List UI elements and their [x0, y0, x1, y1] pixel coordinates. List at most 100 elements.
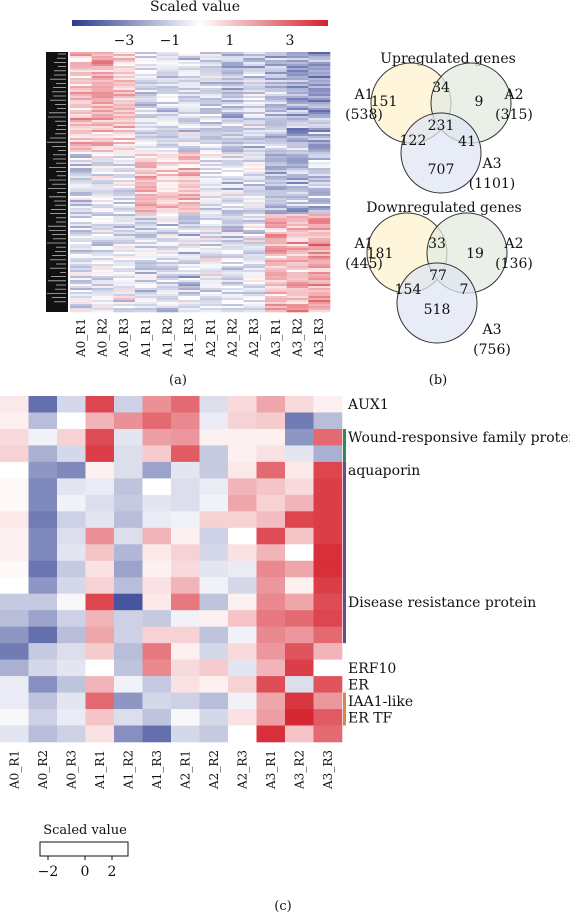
- heatmap-c-cell: [256, 412, 286, 430]
- heatmap-a-cell: [135, 192, 157, 195]
- heatmap-a-cell: [265, 130, 287, 133]
- heatmap-a-cell: [200, 256, 222, 259]
- heatmap-a-cell: [243, 242, 266, 245]
- heatmap-a-cell: [135, 66, 157, 69]
- heatmap-c-cell: [142, 445, 172, 463]
- heatmap-a-cell: [221, 120, 244, 123]
- heatmap-c-cell: [142, 626, 172, 644]
- heatmap-a-cell: [91, 178, 114, 181]
- heatmap-a-cell: [91, 134, 114, 137]
- heatmap-a-cell: [265, 258, 287, 261]
- heatmap-a-cell: [286, 62, 309, 65]
- heatmap-a-cell: [113, 56, 136, 59]
- heatmap-a-cell: [221, 142, 244, 145]
- heatmap-a-cell: [156, 64, 179, 67]
- heatmap-a-cell: [178, 250, 201, 253]
- heatmap-a-cell: [221, 156, 244, 159]
- heatmap-a-cell: [156, 250, 179, 253]
- heatmap-a-legend-bar: [72, 20, 328, 26]
- heatmap-a-cell: [135, 64, 157, 67]
- heatmap-a-cell: [265, 144, 287, 147]
- heatmap-a-cell: [135, 104, 157, 107]
- heatmap-c-cell: [0, 544, 29, 562]
- heatmap-a-cell: [308, 126, 331, 129]
- heatmap-a-cell: [221, 152, 244, 155]
- heatmap-a-cell: [200, 190, 222, 193]
- heatmap-a-cell: [91, 166, 114, 169]
- heatmap-a-cell: [113, 120, 136, 123]
- heatmap-c-legend-tick: −2: [38, 864, 59, 880]
- heatmap-c-row-label: Disease resistance protein: [348, 595, 536, 611]
- heatmap-a-cell: [308, 102, 331, 105]
- heatmap-a-cell: [221, 294, 244, 297]
- heatmap-c-cell: [0, 676, 29, 693]
- venn-region-count: 151: [371, 94, 398, 110]
- heatmap-a-cell: [221, 236, 244, 239]
- heatmap-a-cell: [156, 158, 179, 161]
- heatmap-a-cell: [286, 228, 309, 231]
- heatmap-a-cell: [286, 220, 309, 223]
- heatmap-a-cell: [265, 102, 287, 105]
- heatmap-a-cell: [91, 54, 114, 57]
- heatmap-a-cell: [113, 186, 136, 189]
- heatmap-a-cell: [221, 246, 244, 249]
- heatmap-a-cell: [200, 134, 222, 137]
- heatmap-a-cell: [286, 180, 309, 183]
- heatmap-a-cell: [70, 182, 92, 185]
- heatmap-a-cell: [221, 154, 244, 157]
- heatmap-c-cell: [171, 428, 200, 446]
- heatmap-c-cell: [171, 725, 200, 743]
- heatmap-a-cell: [265, 290, 287, 293]
- heatmap-c-cell: [0, 610, 29, 627]
- heatmap-c-cell: [285, 692, 314, 710]
- heatmap-a-cell: [178, 66, 201, 69]
- heatmap-a-cell: [70, 156, 92, 159]
- heatmap-a-cell: [265, 240, 287, 243]
- heatmap-a-cell: [265, 214, 287, 217]
- heatmap-a-cell: [135, 126, 157, 129]
- heatmap-a-cell: [200, 246, 222, 249]
- heatmap-a-cell: [178, 142, 201, 145]
- heatmap-a-cell: [221, 76, 244, 79]
- heatmap-a-cell: [308, 220, 331, 223]
- heatmap-a-cell: [221, 108, 244, 111]
- heatmap-a-cell: [286, 272, 309, 275]
- heatmap-c-cell: [57, 709, 86, 726]
- heatmap-a-cell: [200, 64, 222, 67]
- heatmap-a-cell: [91, 236, 114, 239]
- heatmap-c-cell: [57, 560, 86, 578]
- heatmap-a-cell: [70, 238, 92, 241]
- heatmap-c-cell: [199, 396, 229, 413]
- heatmap-a-cell: [91, 190, 114, 193]
- venn-set-name: A1: [353, 87, 373, 103]
- heatmap-a-cell: [113, 148, 136, 151]
- heatmap-a-cell: [70, 228, 92, 231]
- heatmap-a-cell: [156, 248, 179, 251]
- heatmap-a-cell: [200, 170, 222, 173]
- heatmap-a-cell: [91, 128, 114, 131]
- heatmap-c-cell: [28, 692, 58, 710]
- heatmap-a-cell: [156, 54, 179, 57]
- heatmap-c-cell: [28, 725, 58, 743]
- heatmap-c-cell: [85, 544, 115, 562]
- venn-set-name: A2: [503, 236, 523, 252]
- heatmap-c-cell: [228, 626, 257, 644]
- heatmap-a-cell: [113, 188, 136, 191]
- heatmap-a-cell: [156, 126, 179, 129]
- heatmap-a-cell: [308, 176, 331, 179]
- heatmap-c-cell: [313, 709, 343, 726]
- heatmap-a-cell: [156, 296, 179, 299]
- heatmap-a-cell: [156, 120, 179, 123]
- heatmap-a-cell: [113, 106, 136, 109]
- heatmap-a-cell: [221, 126, 244, 129]
- heatmap-a-cell: [91, 146, 114, 149]
- heatmap-a-cell: [221, 230, 244, 233]
- heatmap-a-cell: [286, 60, 309, 63]
- heatmap-a-cell: [243, 68, 266, 71]
- heatmap-a-cell: [113, 298, 136, 301]
- heatmap-a-cell: [265, 306, 287, 309]
- heatmap-a-cell: [70, 58, 92, 61]
- heatmap-a-cell: [70, 94, 92, 97]
- heatmap-a-cell: [221, 286, 244, 289]
- heatmap-a-cell: [113, 132, 136, 135]
